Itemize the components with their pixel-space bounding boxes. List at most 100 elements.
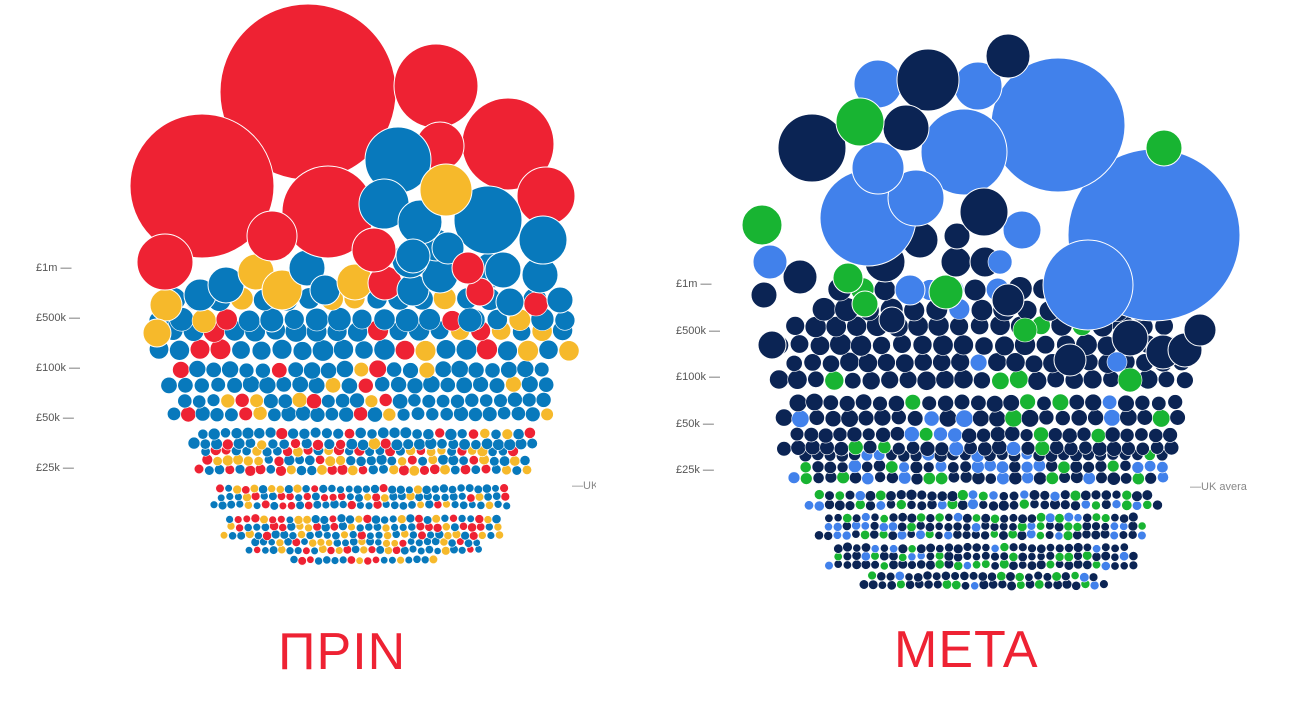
after-bubble [844,490,856,501]
after-bubble [913,572,924,583]
after-bubble [1144,472,1157,485]
before-bubble [512,428,525,441]
after-bubble [1014,572,1025,582]
after-bubble [944,542,954,553]
before-bubble [322,555,332,565]
before-bubble [250,491,261,501]
before-bubble [357,377,374,394]
before-bubble [253,456,264,467]
before-bubble [482,406,498,422]
before-bubble [366,531,375,541]
after-bubble [1092,544,1102,554]
after-bubble [810,335,831,356]
before-bubble [413,438,426,451]
after-bubble [1060,489,1071,500]
after-bubble [923,579,934,590]
after-bubble [959,470,973,484]
before-bubble [215,308,238,331]
after-bubble [1183,313,1217,347]
after-bubble [937,394,954,412]
before-bubble [417,546,426,556]
before-bubble [340,377,358,395]
after-bubble [906,499,917,510]
after-bubble [934,559,945,570]
after-bubble [1054,410,1071,426]
after-bubble [854,490,866,502]
after-bubble [959,460,972,473]
after-bubble [790,334,810,354]
after-bubble [879,514,889,524]
before-bubble [396,514,407,525]
after-bubble [1054,521,1065,533]
after-bubble [1039,499,1050,510]
before-bubble [354,514,363,524]
after-bubble [934,521,944,531]
after-bubble [833,559,843,569]
before-bubble [374,376,391,392]
after-bubble [1018,560,1028,570]
after-bubble [1071,580,1082,591]
after-bubble [967,489,978,500]
after-bubble [953,334,974,356]
after-bubble [789,427,805,442]
after-bubble [1092,441,1108,457]
after-bubble [972,560,982,570]
after-bubble [858,579,870,590]
after-bubble [944,513,954,522]
after-bubble [947,427,963,443]
before-bubble [303,361,322,380]
before-bubble [230,427,243,440]
before-bubble [294,546,303,555]
before-bubble [331,531,341,541]
after-bubble [960,581,970,591]
before-bubble [430,484,440,494]
before-bubble [558,340,580,362]
before-bubble [511,465,522,476]
before-bubble [444,428,458,441]
after-bubble [999,521,1009,532]
before-bubble [453,405,469,422]
after-bubble [953,369,974,390]
after-bubble [988,490,999,501]
after-bubble [1008,460,1022,474]
before-bubble [511,406,526,421]
before-bubble [483,492,493,502]
before-bubble [459,521,468,531]
after-bubble [804,500,815,511]
after-bubble [1063,511,1074,523]
before-bubble [177,377,194,394]
before-bubble [188,360,207,378]
before-bubble [277,515,286,524]
after-bubble [880,370,899,390]
before-bubble [338,521,348,531]
after-bubble [907,410,924,427]
after-bubble [1045,551,1055,561]
after-bubble [1073,513,1083,523]
after-bubble [889,426,905,442]
before-bubble [242,375,260,394]
after-bubble [1106,440,1122,457]
before-bubble [224,484,233,493]
before-large-bubble [518,215,568,265]
after-bubble [1106,351,1128,373]
before-bubble [336,513,347,524]
before-bubble [456,537,465,546]
before-bubble [364,501,374,510]
after-bubble [1102,394,1118,410]
after-bubble [790,439,807,456]
before-bubble [455,339,478,361]
after-bubble [973,371,991,390]
before-bubble [324,407,339,422]
after-bubble [823,460,837,474]
before-bubble [263,393,279,409]
after-bubble [946,490,959,503]
after-bubble [824,499,835,510]
before-bubble [348,530,358,539]
before-bubble [353,406,368,422]
after-bubble [861,460,874,473]
before-bubble [332,428,344,440]
after-bubble [1070,571,1080,580]
before-bubble [346,492,355,501]
before-bubble [293,515,304,525]
after-bubble [1019,428,1034,442]
